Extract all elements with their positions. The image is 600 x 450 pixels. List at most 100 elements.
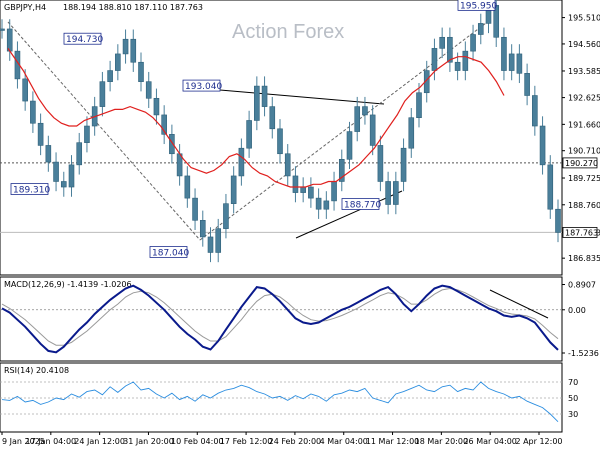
candle-body xyxy=(153,97,160,116)
candle-body xyxy=(184,175,191,199)
macd-trendline xyxy=(489,289,549,319)
horizontal-level xyxy=(0,162,562,233)
candle-body xyxy=(323,200,330,210)
candle-body xyxy=(238,147,245,177)
candle-body xyxy=(115,53,121,71)
symbol-header: GBPJPY,H4 xyxy=(4,3,46,12)
candle-series xyxy=(0,0,561,263)
annotation-label: 187.040 xyxy=(152,248,189,258)
candle-body xyxy=(22,78,28,102)
macd-tick-label: -1.5236 xyxy=(568,349,599,358)
macd-tick-label: 0.8907 xyxy=(568,281,596,290)
candle-body xyxy=(192,197,198,221)
annotation-box xyxy=(149,246,188,258)
candle-body xyxy=(169,134,175,155)
main-panel-frame xyxy=(0,0,563,276)
annotation-label: 188.770 xyxy=(344,201,381,211)
price-tick-label: 193.585 xyxy=(568,67,600,76)
candle-body xyxy=(68,164,75,188)
price-tag-box xyxy=(562,227,598,238)
candle-body xyxy=(246,120,252,149)
candle-body xyxy=(145,81,152,99)
candle-body xyxy=(532,95,538,127)
moving-average xyxy=(7,48,505,188)
dashed-trendline-up xyxy=(199,19,491,241)
candle-body xyxy=(37,122,44,146)
price-tag-label: 190.270 xyxy=(565,159,598,168)
price-tag-label: 187.763 xyxy=(565,228,598,237)
candle-body xyxy=(477,23,484,35)
rsi-axis: 70 50 30 xyxy=(0,378,578,419)
time-tick-label: 4 Mar 04:00 xyxy=(320,437,368,446)
candle-body xyxy=(524,73,530,96)
price-tick-label: 188.760 xyxy=(568,201,600,210)
dashed-trendline-down xyxy=(7,21,201,241)
time-tick-label: 9 Jan 2025 xyxy=(2,437,45,446)
time-tick-label: 26 Mar 04:00 xyxy=(463,437,516,446)
macd-signal-line xyxy=(1,287,559,346)
rsi-tick-label: 70 xyxy=(568,378,578,387)
candle-body xyxy=(338,158,345,182)
macd-series xyxy=(0,284,562,354)
candle-body xyxy=(516,53,523,74)
candle-body xyxy=(207,236,214,253)
ma-line xyxy=(7,48,505,188)
candle-body xyxy=(30,100,36,124)
price-annotations: 194.730 189.310 193.040 187.040 188.770 195.9… xyxy=(10,0,497,258)
candle-body xyxy=(416,92,422,119)
candle-body xyxy=(45,145,52,163)
candle-body xyxy=(369,114,376,146)
candle-body xyxy=(462,50,469,71)
price-tags: 190.270 187.763 xyxy=(562,157,598,238)
time-tick-label: 24 Feb 20:00 xyxy=(269,437,321,446)
time-tick-label: 10 Feb 04:00 xyxy=(171,437,223,446)
candle-body xyxy=(199,220,206,238)
candle-body xyxy=(493,5,500,38)
annotation-label: 189.310 xyxy=(13,186,50,196)
candle-body xyxy=(408,117,415,149)
annotation-box xyxy=(341,198,380,210)
price-tick-label: 190.710 xyxy=(568,147,600,156)
candle-body xyxy=(555,208,561,233)
macd-main-line xyxy=(1,284,559,354)
price-tick-label: 189.725 xyxy=(568,174,600,183)
macd-axis: 0.8907 0.00 -1.5236 xyxy=(562,281,599,358)
candle-body xyxy=(254,85,260,121)
candle-body xyxy=(230,175,237,204)
candle-body xyxy=(84,125,90,143)
candle-body xyxy=(508,53,515,71)
candle-body xyxy=(423,70,430,94)
candle-body xyxy=(269,106,276,130)
candle-body xyxy=(315,197,322,210)
candle-body xyxy=(215,228,222,253)
annotation-label: 193.040 xyxy=(185,82,222,92)
macd-panel-frame xyxy=(0,276,563,362)
candle-body xyxy=(385,181,391,205)
annotation-box xyxy=(63,32,102,45)
price-tag-box xyxy=(562,157,598,169)
candle-body xyxy=(501,36,507,71)
price-tick-label: 195.510 xyxy=(568,14,600,23)
resistance-trendline xyxy=(219,89,385,105)
candle-body xyxy=(223,203,229,229)
candle-body xyxy=(393,181,399,205)
trendlines xyxy=(7,19,491,241)
candle-body xyxy=(346,131,353,160)
candle-body xyxy=(6,28,13,52)
price-axis: 195.510 194.560 193.585 192.625 191.660 190.7… xyxy=(562,14,600,263)
candle-body xyxy=(377,145,384,182)
candle-body xyxy=(0,28,5,31)
candle-body xyxy=(277,128,283,155)
candle-body xyxy=(300,186,306,193)
annotation-label: 194.730 xyxy=(66,35,103,45)
candle-body xyxy=(470,34,476,52)
candle-body xyxy=(161,114,167,135)
watermark: Action Forex xyxy=(232,21,344,43)
annotation-box xyxy=(10,183,49,195)
candle-body xyxy=(130,38,137,63)
annotation-label: 195.950 xyxy=(460,1,497,11)
rsi-tick-label: 30 xyxy=(568,410,578,419)
